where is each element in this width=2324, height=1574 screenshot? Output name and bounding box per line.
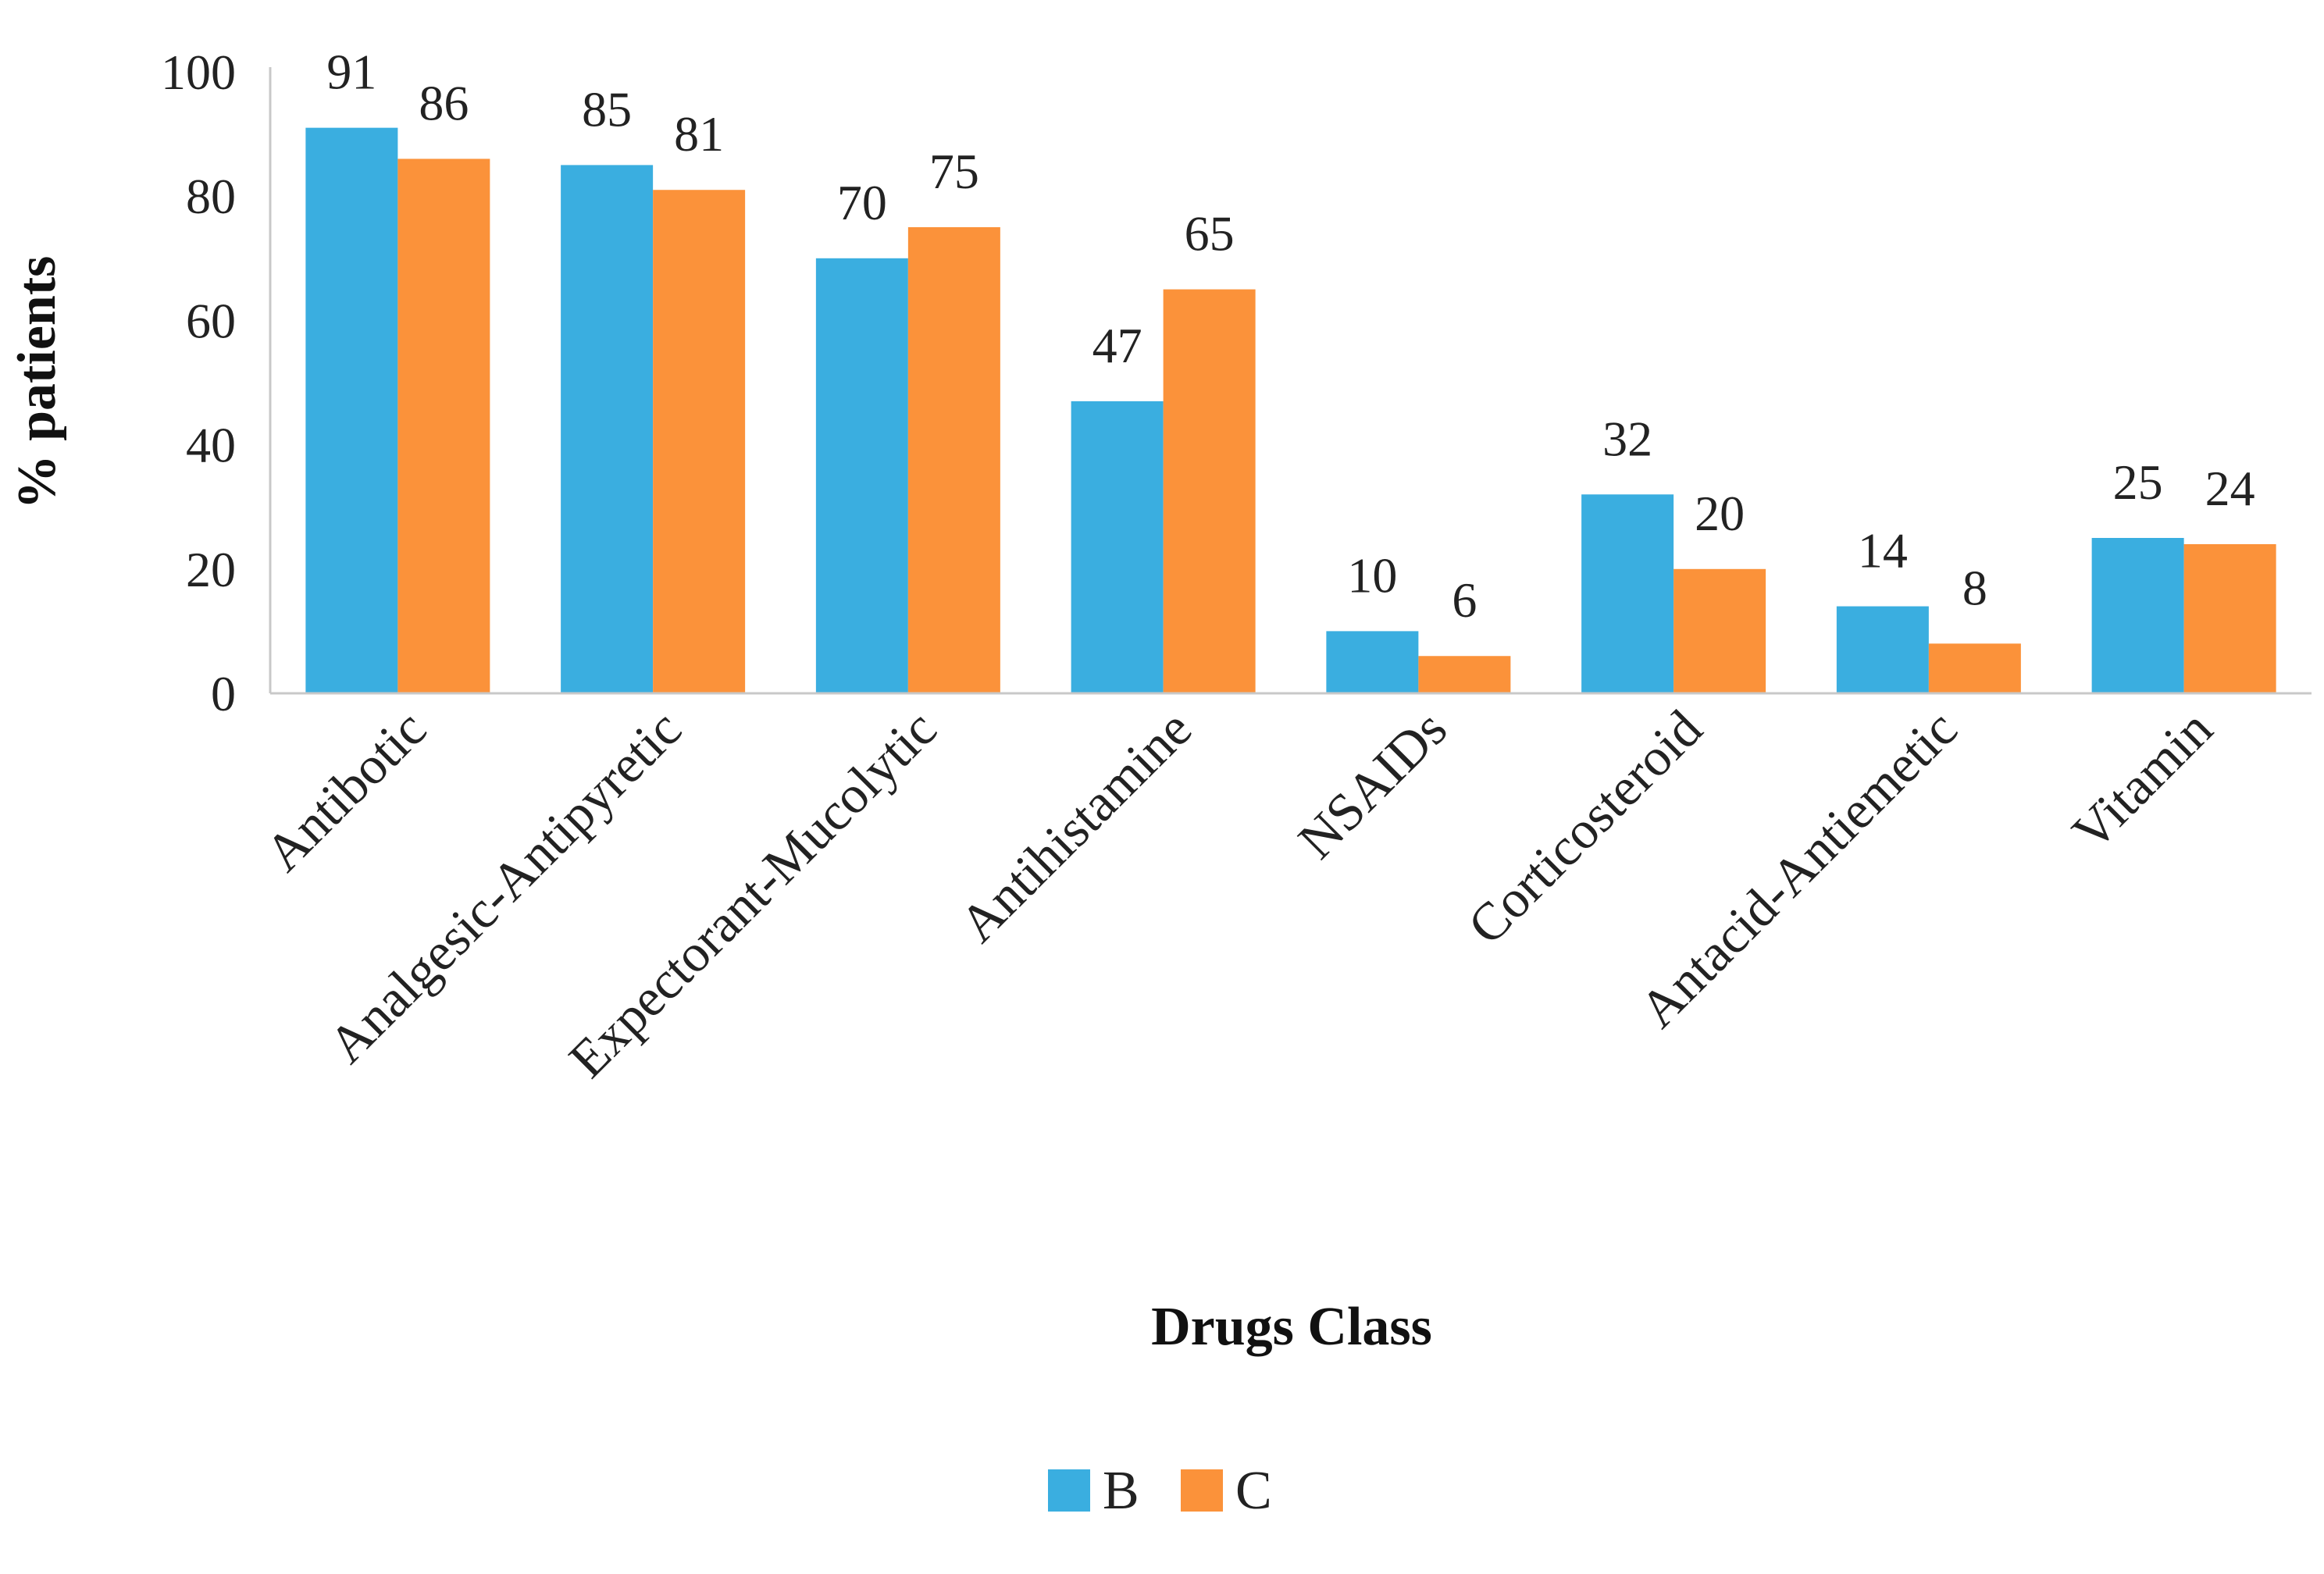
- data-label-b-3: 47: [1092, 318, 1142, 373]
- y-tick-label: 100: [161, 45, 236, 100]
- data-label-c-7: 24: [2205, 461, 2255, 516]
- data-label-b-1: 85: [582, 81, 632, 137]
- y-axis-ticks: 0 20 40 60 80 100: [161, 45, 236, 721]
- bars: [305, 127, 2276, 694]
- legend-label-b: B: [1103, 1461, 1139, 1521]
- data-label-b-6: 14: [1858, 523, 1908, 579]
- legend-swatch-c: [1181, 1469, 1223, 1512]
- bar-c-7: [2183, 543, 2276, 693]
- data-label-c-1: 81: [674, 106, 724, 162]
- category-label: NSAIDs: [1287, 699, 1458, 870]
- category-labels: AntiboticAnalgesic-AntipyreticExpectoran…: [254, 699, 2224, 1089]
- bar-b-5: [1581, 494, 1674, 693]
- y-tick-label: 60: [186, 293, 236, 348]
- data-label-c-2: 75: [929, 144, 979, 199]
- bar-c-0: [397, 158, 490, 693]
- data-label-b-0: 91: [326, 45, 376, 100]
- category-label: Antihistamine: [948, 699, 1203, 953]
- data-label-c-3: 65: [1185, 206, 1235, 262]
- legend-swatch-b: [1048, 1469, 1090, 1512]
- data-label-b-2: 70: [837, 175, 887, 230]
- bar-b-2: [815, 258, 908, 693]
- data-label-b-4: 10: [1347, 547, 1397, 603]
- bar-c-1: [653, 190, 746, 694]
- bar-c-2: [907, 227, 1000, 693]
- bar-b-3: [1071, 401, 1164, 693]
- data-label-b-5: 32: [1602, 411, 1652, 466]
- bar-b-4: [1326, 631, 1419, 693]
- y-tick-label: 80: [186, 169, 236, 224]
- y-axis-title: % patients: [7, 256, 67, 510]
- y-tick-label: 0: [211, 666, 236, 721]
- bar-c-5: [1673, 568, 1766, 693]
- data-label-c-4: 6: [1452, 572, 1477, 628]
- category-label: Antibotic: [254, 699, 437, 882]
- y-tick-label: 20: [186, 542, 236, 597]
- data-label-c-0: 86: [419, 75, 469, 130]
- category-label: Vitamin: [2061, 699, 2223, 861]
- bar-c-3: [1163, 289, 1256, 694]
- data-label-c-6: 8: [1962, 560, 1987, 615]
- x-axis-title: Drugs Class: [1151, 1297, 1432, 1357]
- category-label: Corticosteroid: [1456, 699, 1713, 956]
- bar-c-6: [1928, 643, 2021, 693]
- legend-label-c: C: [1235, 1461, 1272, 1521]
- data-label-c-5: 20: [1695, 486, 1745, 541]
- bar-b-6: [1836, 606, 1929, 693]
- bar-b-7: [2091, 538, 2184, 693]
- y-tick-label: 40: [186, 418, 236, 473]
- bar-b-0: [305, 127, 398, 693]
- data-label-b-7: 25: [2113, 454, 2163, 510]
- data-labels: 91 86 85 81 70 75 47 65 10 6 32 20 14 8 25 24: [326, 45, 2254, 629]
- bar-c-4: [1418, 656, 1511, 693]
- bar-b-1: [561, 165, 654, 693]
